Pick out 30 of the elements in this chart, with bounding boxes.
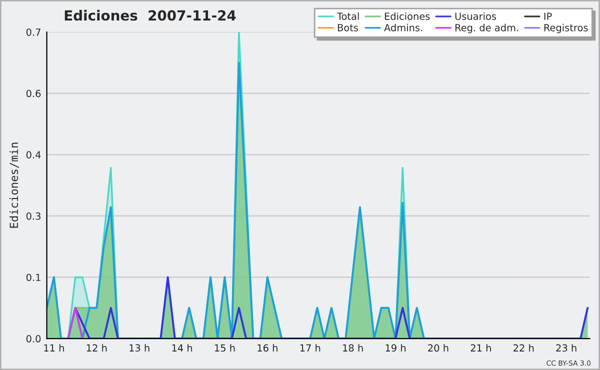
legend-label: Bots	[338, 24, 358, 32]
x-tick-label: 18 h	[343, 344, 363, 352]
legend-label: IP	[544, 12, 552, 20]
x-tick-label: 12 h	[86, 344, 107, 352]
x-tick-label: 13 h	[130, 344, 150, 352]
legend-label: Registros	[544, 24, 588, 34]
line-series	[46, 62, 425, 339]
x-tick-label: 11 h	[44, 344, 64, 352]
x-tick-label: 21 h	[470, 344, 491, 352]
y-axis-title: Ediciones/min	[9, 142, 19, 228]
x-tick-label: 22 h	[514, 344, 534, 352]
x-tick-label: 20 h	[428, 344, 448, 352]
chart-title: Ediciones 2007-11-24	[64, 10, 236, 21]
x-tick-label: 19 h	[386, 344, 406, 352]
legend-label: Admins.	[384, 24, 422, 32]
legend-label: Total	[336, 12, 359, 20]
x-tick-label: 14 h	[172, 344, 192, 352]
y-tick-label: 0.6	[26, 90, 41, 98]
x-tick-label: 17 h	[300, 344, 320, 352]
y-tick-label: 0.1	[26, 274, 40, 282]
legend-label: Reg. de adm.	[455, 24, 518, 34]
y-tick-label: 0.3	[26, 212, 40, 220]
legend-label: Ediciones	[384, 12, 430, 20]
x-tick-label: 16 h	[258, 344, 278, 352]
x-tick-label: 23 h	[556, 344, 576, 352]
y-tick-label: 0.7	[26, 28, 40, 36]
legend-label: Usuarios	[455, 12, 496, 20]
x-tick-label: 15 h	[214, 344, 235, 352]
y-tick-label: 0.0	[26, 335, 41, 342]
y-tick-label: 0.4	[26, 151, 41, 158]
